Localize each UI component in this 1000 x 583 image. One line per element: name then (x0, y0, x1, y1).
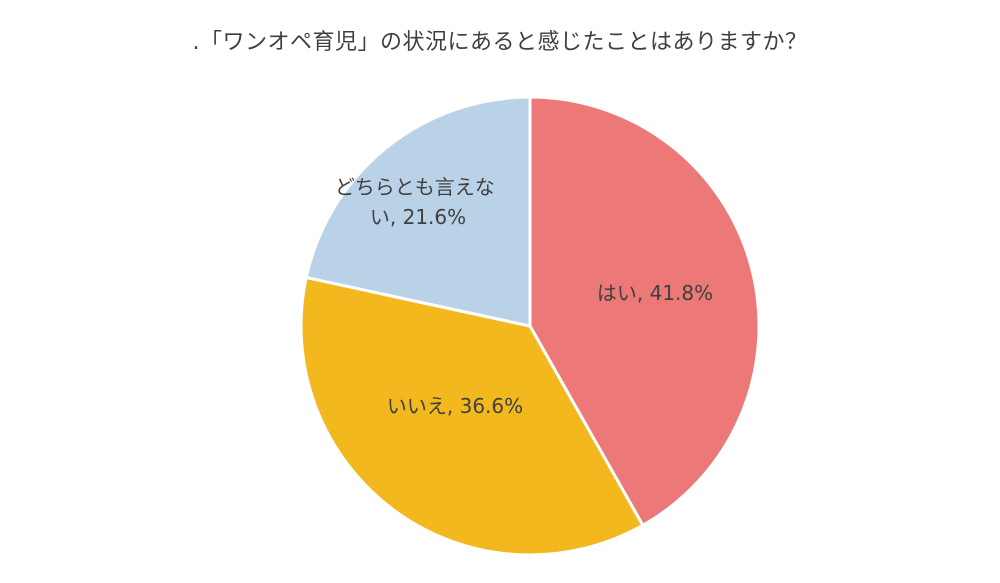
slice-label-no: いいえ, 36.6% (387, 394, 523, 418)
chart-title: .「ワンオペ育児」の状況にあると感じたことはありますか？ (192, 30, 808, 55)
slice-label-neither: どちらとも言えな い, 21.6% (335, 175, 501, 229)
slice-label-yes: はい, 41.8% (597, 281, 713, 305)
pie-slice-2 (304, 95, 532, 328)
slice-label-neither-line-2: い, 21.6% (370, 205, 466, 229)
pie-slice-0 (528, 95, 761, 527)
pie-slices (299, 95, 761, 557)
pie-slice-1 (299, 275, 645, 557)
slice-label-neither-line-1: どちらとも言えな (335, 175, 495, 199)
